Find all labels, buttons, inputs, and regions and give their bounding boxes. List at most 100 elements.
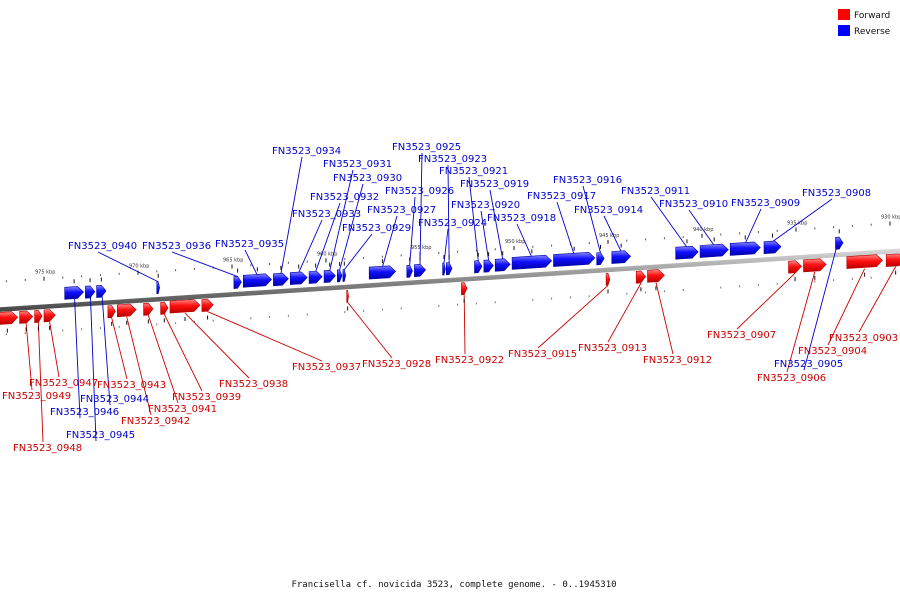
gene-arrow[interactable]	[143, 302, 154, 316]
gene-label[interactable]: FN3523_0924	[418, 218, 487, 229]
gene-label[interactable]: FN3523_0945	[66, 430, 135, 441]
gene-arrow[interactable]	[494, 258, 511, 272]
gene-arrow[interactable]	[323, 269, 336, 283]
gene-arrow[interactable]	[461, 282, 468, 296]
gene-label[interactable]: FN3523_0936	[142, 241, 211, 252]
gene-label[interactable]: FN3523_0923	[418, 154, 487, 165]
gene-label[interactable]: FN3523_0928	[362, 359, 431, 370]
gene-arrow[interactable]	[233, 275, 242, 289]
gene-label[interactable]: FN3523_0904	[798, 346, 867, 357]
gene-arrow[interactable]	[445, 262, 453, 276]
gene-arrow[interactable]	[483, 259, 494, 273]
gene-arrow[interactable]	[846, 254, 883, 269]
gene-arrow[interactable]	[273, 272, 289, 287]
gene-arrow[interactable]	[346, 289, 349, 303]
gene-arrow[interactable]	[243, 273, 272, 288]
gene-label[interactable]: FN3523_0926	[385, 186, 454, 197]
gene-label[interactable]: FN3523_0925	[392, 142, 461, 153]
gene-arrow[interactable]	[729, 241, 761, 256]
gene-arrow[interactable]	[169, 299, 201, 314]
scale-label: 950 kbp	[505, 239, 525, 245]
gene-arrow[interactable]	[605, 272, 611, 286]
gene-arrow[interactable]	[342, 269, 347, 282]
gene-arrow[interactable]	[406, 264, 413, 278]
gene-label[interactable]: FN3523_0915	[508, 349, 577, 360]
gene-label[interactable]: FN3523_0942	[121, 416, 190, 427]
gene-arrow[interactable]	[553, 251, 596, 267]
gene-label[interactable]: FN3523_0909	[731, 198, 800, 209]
gene-label[interactable]: FN3523_0947	[29, 378, 98, 389]
gene-label[interactable]: FN3523_0948	[13, 443, 82, 454]
gene-arrow[interactable]	[763, 240, 782, 255]
gene-label[interactable]: FN3523_0941	[148, 404, 217, 415]
gene-arrow[interactable]	[885, 253, 900, 267]
gene-leader-line	[280, 156, 303, 274]
gene-label[interactable]: FN3523_0946	[50, 407, 119, 418]
gene-arrow[interactable]	[85, 285, 96, 299]
gene-label[interactable]: FN3523_0943	[97, 380, 166, 391]
gene-label[interactable]: FN3523_0939	[172, 392, 241, 403]
gene-label[interactable]: FN3523_0920	[451, 200, 520, 211]
gene-label[interactable]: FN3523_0913	[578, 343, 647, 354]
gene-arrow[interactable]	[107, 305, 116, 319]
gene-arrow[interactable]	[596, 252, 605, 266]
gene-label[interactable]: FN3523_0932	[310, 192, 379, 203]
gene-label[interactable]: FN3523_0931	[323, 159, 392, 170]
gene-label[interactable]: FN3523_0907	[707, 330, 776, 341]
gene-arrow[interactable]	[34, 310, 43, 323]
gene-label[interactable]: FN3523_0910	[659, 199, 728, 210]
gene-label[interactable]: FN3523_0927	[367, 205, 436, 216]
gene-arrow[interactable]	[699, 243, 729, 258]
gene-arrow[interactable]	[442, 262, 446, 276]
gene-label[interactable]: FN3523_0937	[292, 362, 361, 373]
gene-arrow[interactable]	[19, 310, 34, 324]
gene-label[interactable]: FN3523_0916	[553, 175, 622, 186]
gene-label[interactable]: FN3523_0911	[621, 186, 690, 197]
gene-label[interactable]: FN3523_0934	[272, 146, 341, 157]
gene-label[interactable]: FN3523_0908	[802, 188, 871, 199]
gene-label[interactable]: FN3523_0921	[439, 166, 508, 177]
gene-leader-line	[89, 286, 97, 442]
gene-label[interactable]: FN3523_0922	[435, 355, 504, 366]
gene-arrow[interactable]	[308, 270, 323, 284]
gene-arrow[interactable]	[96, 284, 107, 298]
gene-arrow[interactable]	[611, 250, 632, 264]
gene-arrow[interactable]	[835, 236, 844, 250]
gene-label[interactable]: FN3523_0935	[215, 239, 284, 250]
gene-arrow[interactable]	[675, 245, 699, 260]
gene-arrow[interactable]	[156, 281, 160, 295]
gene-arrow[interactable]	[160, 301, 169, 315]
gene-arrow[interactable]	[289, 271, 308, 285]
gene-label[interactable]: FN3523_0940	[68, 241, 137, 252]
gene-label[interactable]: FN3523_0903	[829, 333, 898, 344]
gene-label[interactable]: FN3523_0912	[643, 355, 712, 366]
gene-arrow[interactable]	[64, 286, 84, 300]
gene-arrow[interactable]	[201, 298, 214, 312]
gene-label[interactable]: FN3523_0917	[527, 191, 596, 202]
gene-arrow[interactable]	[368, 265, 397, 280]
gene-label[interactable]: FN3523_0918	[487, 213, 556, 224]
gene-label[interactable]: FN3523_0930	[333, 173, 402, 184]
gene-arrow[interactable]	[511, 254, 553, 270]
gene-label[interactable]: FN3523_0919	[460, 179, 529, 190]
gene-label[interactable]: FN3523_0906	[757, 373, 826, 384]
gene-label[interactable]: FN3523_0933	[292, 209, 361, 220]
gene-arrow[interactable]	[0, 311, 19, 325]
gene-arrow[interactable]	[336, 269, 343, 283]
gene-arrow[interactable]	[803, 258, 827, 273]
gene-arrow[interactable]	[647, 269, 665, 283]
gene-arrow[interactable]	[635, 270, 646, 284]
gene-label[interactable]: FN3523_0944	[80, 394, 149, 405]
gene-label[interactable]: FN3523_0929	[342, 223, 411, 234]
gene-label[interactable]: FN3523_0905	[774, 359, 843, 370]
scale-label: 965 kbp	[223, 257, 243, 263]
gene-label[interactable]: FN3523_0949	[2, 391, 71, 402]
gene-label[interactable]: FN3523_0914	[574, 205, 643, 216]
gene-leader-line	[772, 198, 833, 243]
gene-arrow[interactable]	[117, 303, 137, 318]
gene-arrow[interactable]	[788, 260, 803, 274]
gene-label[interactable]: FN3523_0938	[219, 379, 288, 390]
gene-arrow[interactable]	[474, 260, 483, 274]
gene-arrow[interactable]	[43, 309, 56, 323]
gene-arrow[interactable]	[414, 263, 427, 278]
